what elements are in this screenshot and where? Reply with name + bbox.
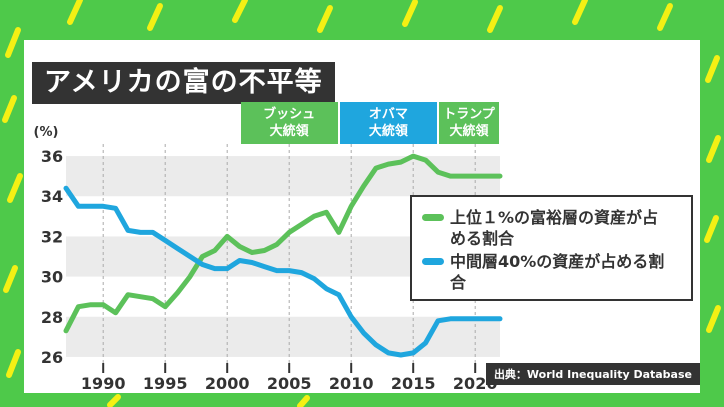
y-tick-label: 32 [41,227,63,246]
era-obama-label: 大統領 [368,124,408,139]
x-tick-label: 2015 [391,374,436,393]
chart-legend: 上位１%の富裕層の資産が占める割合 中間層40%の資産が占める割合 [410,195,693,301]
era-bush-name: ブッシュ [263,107,316,122]
legend-label-middle40: 中間層40%の資産が占める割合 [450,252,665,292]
y-tick-label: 26 [41,348,63,367]
era-trump-label: 大統領 [449,124,489,139]
legend-label-top1: 上位１%の富裕層の資産が占める割合 [450,208,659,248]
y-axis-unit-label: (%) [34,125,59,140]
legend-item-middle40: 中間層40%の資産が占める割合 [422,251,670,293]
page-title: アメリカの富の不平等 [32,62,335,104]
x-tick-label: 2005 [267,374,312,393]
source-credit: 出典：World Inequality Database [485,363,700,385]
x-tick-label: 1990 [81,374,126,393]
y-tick-label: 30 [41,268,63,287]
era-obama-name: オバマ [368,107,408,122]
x-tick-label: 2000 [205,374,250,393]
y-tick-label: 28 [41,308,63,327]
x-tick-label: 2010 [329,374,374,393]
era-bush: ブッシュ 大統領 [240,102,338,144]
y-tick-label: 34 [41,187,63,206]
grid-band [66,156,500,197]
era-bush-label: 大統領 [269,124,309,139]
era-trump: トランプ 大統領 [439,102,499,144]
x-tick-label: 1995 [143,374,188,393]
series-line-middle40 [63,185,503,358]
era-trump-name: トランプ [443,107,495,122]
legend-swatch-green [422,214,444,221]
legend-item-top1: 上位１%の富裕層の資産が占める割合 [422,207,670,249]
series-line-top1 [63,153,503,334]
legend-swatch-blue [422,258,444,265]
y-tick-label: 36 [41,147,63,166]
chart-panel: 26 28 30 32 34 36 1990 1995 2000 2005 2010 2015 202… [24,40,700,393]
era-obama: オバマ 大統領 [339,102,437,144]
